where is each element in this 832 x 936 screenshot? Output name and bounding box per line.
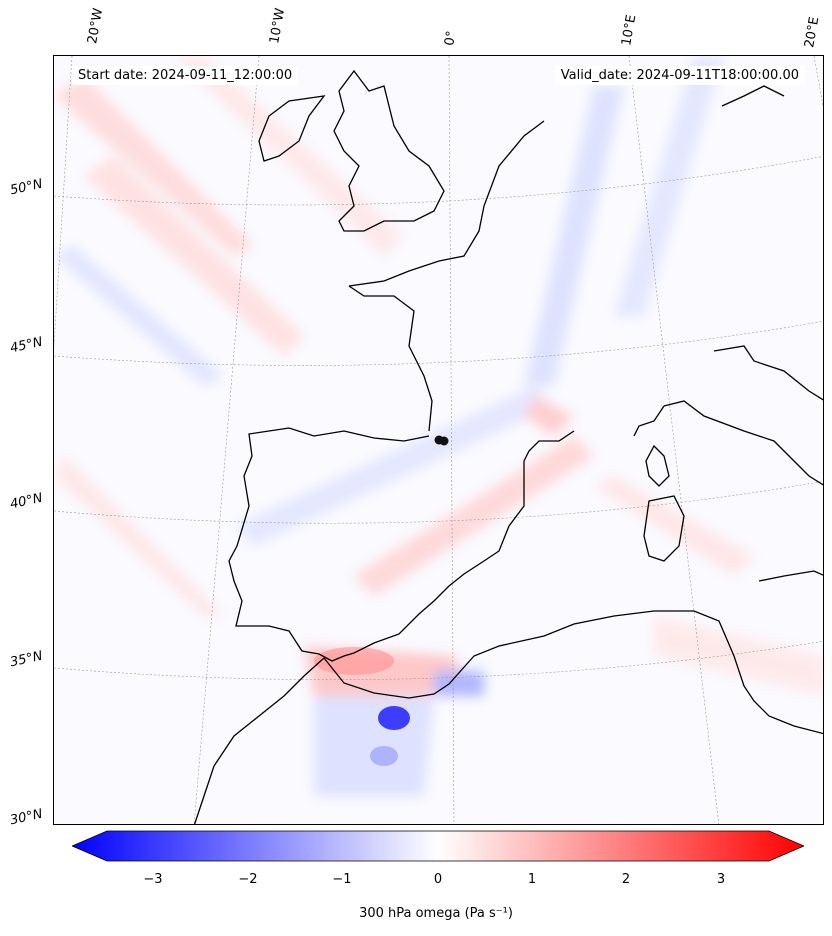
lat-label-50n: 50°N xyxy=(8,176,44,199)
lon-label-20w: 20°W xyxy=(85,7,107,46)
valid-date-label: Valid_date: 2024-09-11T18:00:00.00 xyxy=(554,66,805,85)
colorbar-tick: 0 xyxy=(433,872,443,887)
lon-label-0: 0° xyxy=(442,29,460,47)
lon-label-20e: 20°E xyxy=(802,15,823,49)
start-date-label: Start date: 2024-09-11_12:00:00 xyxy=(72,66,299,85)
storm-center-marker[interactable] xyxy=(434,435,449,446)
colorbar-tick: −2 xyxy=(238,872,258,887)
lat-label-30n: 30°N xyxy=(8,806,44,829)
omega-anomalies xyxy=(54,56,823,796)
ascent-core xyxy=(378,706,410,730)
lat-label-40n: 40°N xyxy=(8,490,44,513)
lon-label-10w: 10°W xyxy=(267,7,289,46)
colorbar-tick: 2 xyxy=(621,872,631,887)
colorbar-tick: −3 xyxy=(143,872,163,887)
map-panel[interactable]: Start date: 2024-09-11_12:00:00 Valid_da… xyxy=(53,55,824,825)
graticule xyxy=(54,56,823,824)
colorbar-tick: 1 xyxy=(527,872,537,887)
colorbar-tick: −1 xyxy=(332,872,352,887)
omega-field-map xyxy=(54,56,823,824)
lat-label-35n: 35°N xyxy=(8,648,44,671)
colorbar-tick: 3 xyxy=(716,872,726,887)
colorbar-label: 300 hPa omega (Pa s⁻¹) xyxy=(359,906,513,921)
lat-label-45n: 45°N xyxy=(8,334,44,357)
lon-label-10e: 10°E xyxy=(619,13,640,47)
coastlines xyxy=(193,69,823,824)
colorbar xyxy=(72,830,804,862)
